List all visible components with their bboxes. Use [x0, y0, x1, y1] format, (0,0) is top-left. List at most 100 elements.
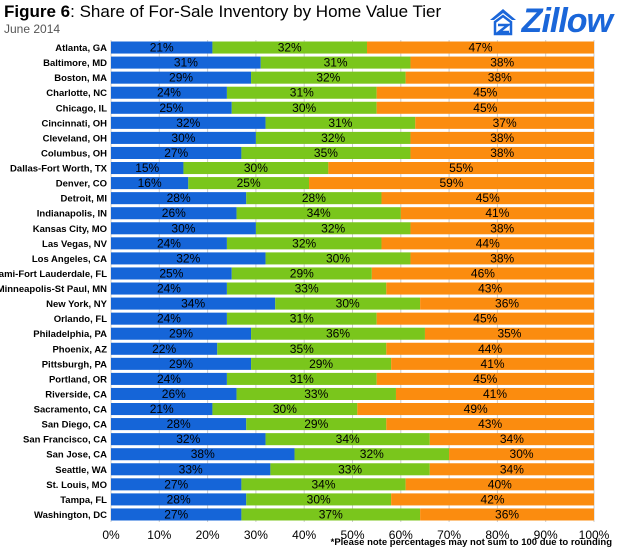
- bar-top-tier: [376, 101, 594, 114]
- chart-title-bold: Figure 6: [4, 2, 71, 21]
- bar-middle-tier: [231, 267, 372, 280]
- category-label: Las Vegas, NV: [42, 239, 108, 250]
- category-label: Columbus, OH: [41, 148, 107, 159]
- bar-middle-tier: [270, 463, 430, 476]
- bar-bottom-tier: [111, 403, 213, 416]
- data-label: 44%: [478, 342, 502, 356]
- category-label: Phoenix, AZ: [52, 344, 107, 355]
- bar-middle-tier: [231, 101, 377, 114]
- data-label: 34%: [307, 206, 331, 220]
- x-tick-label: 20%: [196, 528, 220, 542]
- data-label: 36%: [495, 507, 519, 521]
- category-label: Chicago, IL: [56, 103, 107, 114]
- data-label: 33%: [179, 462, 203, 476]
- bar-bottom-tier: [111, 387, 237, 400]
- data-label: 35%: [497, 327, 521, 341]
- bar-top-tier: [309, 177, 594, 190]
- bar-bottom-tier: [111, 207, 237, 220]
- x-tick-label: 100%: [579, 528, 610, 542]
- bar-bottom-tier: [111, 101, 232, 114]
- data-label: 30%: [171, 221, 195, 235]
- bar-middle-tier: [246, 418, 387, 431]
- bar-top-tier: [449, 448, 594, 461]
- bar-middle-tier: [294, 448, 450, 461]
- category-labels: Atlanta, GA Baltimore, MD Boston, MA Charlo…: [0, 43, 108, 521]
- category-label: Detroit, MI: [61, 194, 107, 205]
- data-label: 36%: [326, 327, 350, 341]
- bar-middle-tier: [251, 327, 425, 340]
- bar-bottom-tier: [111, 493, 247, 506]
- bar-top-tier: [386, 342, 594, 355]
- data-label: 41%: [483, 387, 507, 401]
- footnote: *Please note percentages may not sum to …: [330, 537, 612, 548]
- data-label: 30%: [273, 402, 297, 416]
- category-label: Boston, MA: [54, 73, 107, 84]
- category-label: Minneapolis-St Paul, MN: [0, 284, 107, 295]
- bar-top-tier: [371, 267, 594, 280]
- data-label: 27%: [164, 507, 188, 521]
- bar-middle-tier: [188, 177, 310, 190]
- bar-middle-tier: [226, 312, 377, 325]
- data-label: 41%: [485, 206, 509, 220]
- chart-subtitle: June 2014: [4, 22, 61, 36]
- data-label: 38%: [490, 131, 514, 145]
- data-label: 29%: [309, 357, 333, 371]
- data-label: 22%: [152, 342, 176, 356]
- data-label: 24%: [157, 372, 181, 386]
- bar-top-tier: [328, 162, 594, 175]
- data-label: 24%: [157, 282, 181, 296]
- data-label: 34%: [336, 432, 360, 446]
- bar-top-tier: [429, 463, 594, 476]
- data-label: 29%: [169, 71, 193, 85]
- data-label: 49%: [464, 402, 488, 416]
- bar-top-tier: [381, 192, 594, 205]
- data-label: 30%: [326, 251, 350, 265]
- x-tick-label: 40%: [292, 528, 316, 542]
- category-label: Indianapolis, IN: [37, 209, 107, 220]
- data-label: 45%: [476, 191, 500, 205]
- bar-middle-tier: [236, 207, 401, 220]
- bar-top-tier: [376, 372, 594, 385]
- data-label: 40%: [488, 477, 512, 491]
- data-label: 33%: [295, 282, 319, 296]
- data-label: 26%: [162, 387, 186, 401]
- data-label: 59%: [439, 176, 463, 190]
- data-label: 34%: [312, 477, 336, 491]
- bar-top-tier: [410, 146, 594, 159]
- bar-top-tier: [376, 86, 594, 99]
- data-label: 32%: [321, 131, 345, 145]
- x-tick-label: 10%: [147, 528, 171, 542]
- bar-middle-tier: [217, 342, 387, 355]
- bar-middle-tier: [212, 403, 358, 416]
- data-label: 31%: [290, 312, 314, 326]
- x-tick-label: 60%: [389, 528, 413, 542]
- bar-top-tier: [415, 116, 594, 129]
- category-label: St. Louis, MO: [46, 480, 107, 491]
- data-label: 38%: [490, 251, 514, 265]
- bar-middle-tier: [255, 222, 411, 235]
- data-label: 32%: [321, 221, 345, 235]
- data-label: 43%: [478, 282, 502, 296]
- bar-middle-tier: [255, 131, 411, 144]
- bar-top-tier: [410, 252, 594, 265]
- data-label: 29%: [169, 327, 193, 341]
- bar-bottom-tier: [111, 56, 261, 69]
- data-label: 28%: [167, 417, 191, 431]
- data-label: 29%: [169, 357, 193, 371]
- bar-bottom-tier: [111, 448, 295, 461]
- zillow-wordmark: Zillow: [521, 2, 613, 40]
- data-label: 29%: [290, 266, 314, 280]
- category-label: Baltimore, MD: [43, 58, 107, 69]
- category-label: San Francisco, CA: [23, 435, 107, 446]
- bar-top-tier: [410, 222, 594, 235]
- bar-bottom-tier: [111, 237, 227, 250]
- bar-middle-tier: [265, 116, 416, 129]
- bar-top-tier: [366, 41, 594, 54]
- bar-bottom-tier: [111, 433, 266, 446]
- bar-middle-tier: [265, 252, 411, 265]
- bar-bottom-tier: [111, 131, 256, 144]
- category-label: Riverside, CA: [45, 389, 107, 400]
- data-label: 26%: [162, 206, 186, 220]
- category-label: Atlanta, GA: [55, 43, 107, 54]
- category-label: New York, NY: [46, 299, 108, 310]
